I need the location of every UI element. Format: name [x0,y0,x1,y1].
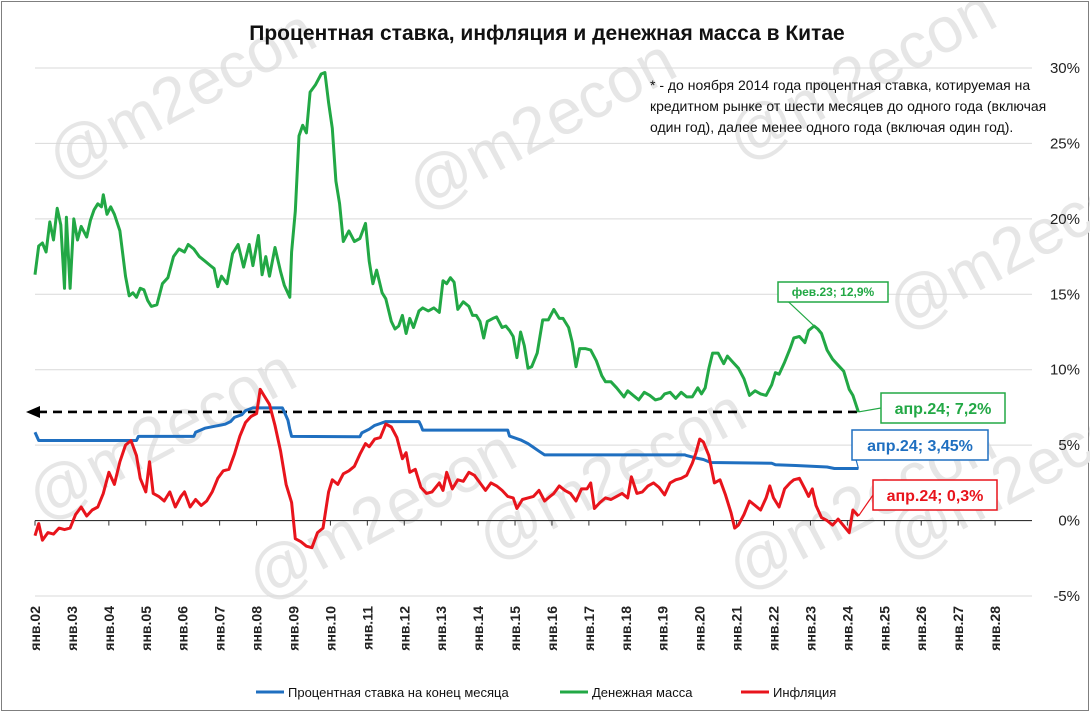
footnote-line: один год), далее менее одного года (вклю… [650,119,1013,135]
x-tick-label: янв.22 [766,606,782,651]
x-tick-label: янв.27 [950,606,966,651]
x-tick-label: янв.16 [544,606,560,651]
inflation-last-label-box [872,479,998,511]
money-last-label: апр.24; 7,2% [895,401,992,418]
watermark-text: @m2econ [875,143,1090,344]
gridlines [35,67,1032,597]
x-tick-label: янв.24 [839,606,855,651]
x-tick-label: янв.23 [802,606,818,651]
inflation-last-label-leader [857,494,874,517]
x-tick-label: янв.09 [285,606,301,651]
reference-arrowhead [26,405,40,418]
legend: Процентная ставка на конец месяца Денежна… [256,685,836,700]
rate-last-label-box [851,429,989,461]
x-tick-label: янв.21 [729,606,745,651]
y-tick-label: 15% [1050,286,1080,303]
footnote-line: кредитном рынке от шести месяцев до одно… [650,98,1046,114]
legend-label: Денежная масса [592,685,693,700]
y-axis-ticks: 30% 25% 20% 15% 10% 5% 0% -5% [1050,60,1080,605]
y-tick-label: 10% [1050,362,1080,379]
x-tick-label: янв.03 [64,606,80,651]
series-line [33,406,859,470]
x-tick-label: янв.26 [913,606,929,651]
x-tick-label: янв.02 [27,606,43,651]
y-tick-label: 30% [1050,60,1080,77]
series-layer [26,71,860,550]
watermark-text: @m2econ [395,23,687,224]
x-tick-label: янв.12 [396,606,412,651]
x-tick-label: янв.06 [175,606,191,651]
footnote-line: * - до ноября 2014 года процентная ставк… [650,77,1030,93]
chart-title: Процентная ставка, инфляция и денежная м… [249,22,844,45]
money-last-label-box [880,392,1006,424]
x-tick-label: янв.19 [655,606,671,651]
x-tick-label: янв.14 [470,606,486,651]
series-line [33,71,860,413]
x-tick-label: янв.04 [101,606,117,651]
y-tick-label: 20% [1050,211,1080,228]
x-tick-label: янв.08 [249,606,265,651]
x-tick-label: янв.11 [359,606,375,650]
x-tick-label: янв.07 [212,606,228,651]
footnote: * - до ноября 2014 года процентная ставк… [650,77,1046,135]
x-axis-ticks: янв.02 янв.03 янв.04 янв.05 янв.06 янв.07 янв.… [27,520,1003,651]
y-tick-label: 0% [1058,513,1080,530]
x-tick-label: янв.28 [987,606,1003,651]
money-peak-label: фев.23; 12,9% [792,285,875,299]
y-tick-label: -5% [1053,588,1080,605]
inflation-last-label: апр.24; 0,3% [887,488,984,505]
x-tick-label: янв.15 [507,606,523,651]
x-tick-label: янв.05 [138,606,154,651]
rate-last-label: апр.24; 3,45% [867,438,973,455]
watermark-text: @m2econ [15,333,307,534]
legend-label: Процентная ставка на конец месяца [288,685,509,700]
money-last-label-leader [858,407,882,413]
x-tick-label: янв.13 [433,606,449,651]
x-tick-label: янв.17 [581,606,597,651]
legend-label: Инфляция [773,685,836,700]
money-peak-label-box [777,281,889,303]
y-tick-label: 5% [1058,437,1080,454]
x-tick-label: янв.10 [322,606,338,651]
series-line [33,387,860,550]
x-tick-label: янв.20 [692,606,708,651]
x-tick-label: янв.18 [618,606,634,651]
data-labels: апр.24; 7,2% апр.24; 3,45% апр.24; 0,3% фев… [777,281,1006,517]
x-tick-label: янв.25 [876,606,892,651]
y-tick-label: 25% [1050,135,1080,152]
